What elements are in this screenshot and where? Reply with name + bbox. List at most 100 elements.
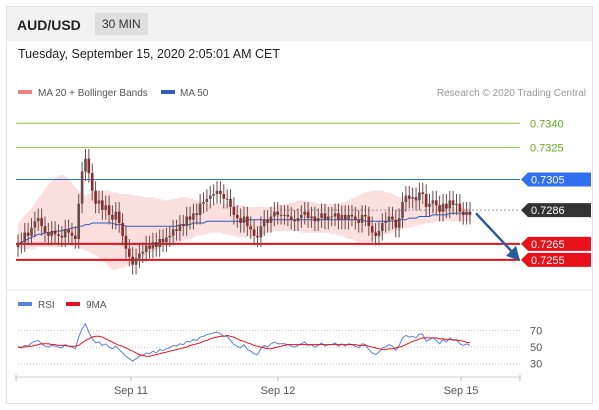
- candle-body: [320, 213, 323, 219]
- candle-body: [124, 235, 128, 249]
- candle-body: [357, 219, 360, 223]
- candle-body: [465, 211, 468, 215]
- candle-body: [161, 239, 165, 243]
- candle-body: [468, 211, 472, 215]
- candle-body: [286, 214, 290, 217]
- candle-body: [155, 242, 158, 247]
- rsi-series-RSI: [17, 322, 471, 362]
- level-tag-0.7286: [521, 203, 591, 218]
- projection-arrowhead: [506, 245, 520, 261]
- level-tag-0.7265: [521, 236, 591, 251]
- candle-body: [36, 218, 40, 222]
- candle-body: [259, 226, 263, 238]
- ma50-legend-swatch: [161, 90, 175, 94]
- candle-body: [266, 219, 269, 223]
- candle-body: [60, 235, 64, 238]
- candle-body: [16, 243, 20, 248]
- candle-body: [431, 200, 435, 204]
- candle-body: [364, 214, 367, 217]
- projection-arrow: [475, 212, 520, 261]
- candle-body: [57, 234, 60, 236]
- timestamp: Tuesday, September 15, 2020 2:05:01 AM C…: [18, 47, 280, 61]
- candle-body: [77, 203, 80, 240]
- candle-body: [330, 216, 333, 218]
- ma50-legend-label: MA 50: [180, 88, 209, 99]
- candle-body: [205, 198, 209, 202]
- candle-body: [327, 216, 330, 220]
- candle-body: [236, 214, 239, 219]
- candle-body: [165, 237, 168, 243]
- candle-body: [26, 232, 30, 236]
- candle-body: [384, 221, 387, 223]
- candle-body: [340, 214, 344, 220]
- ma9-legend-label: 9MA: [86, 300, 107, 311]
- candle-body: [182, 224, 185, 227]
- level-label-0.7325: 0.7325: [530, 142, 564, 154]
- candle-body: [458, 203, 462, 212]
- candle-body: [222, 194, 226, 199]
- candle-body: [401, 202, 404, 219]
- candle-body: [90, 173, 94, 191]
- candle-body: [178, 224, 182, 231]
- level-label-0.7305: 0.7305: [531, 175, 565, 187]
- candle-body: [448, 200, 452, 209]
- candles: [16, 149, 472, 275]
- candle-body: [397, 218, 401, 228]
- candle-body: [202, 202, 205, 204]
- candle-body: [74, 235, 77, 239]
- candle-body: [242, 216, 246, 223]
- time-label: Sep 15: [444, 385, 479, 397]
- candle-body: [411, 197, 414, 199]
- candle-body: [374, 232, 377, 236]
- candle-body: [232, 206, 236, 215]
- candle-body: [391, 216, 394, 220]
- candle-body: [195, 213, 199, 215]
- candle-body: [20, 242, 23, 244]
- timeframe-badge[interactable]: 30 MIN: [95, 13, 148, 35]
- candle-body: [97, 200, 101, 204]
- candle-body: [239, 218, 242, 223]
- candle-body: [107, 205, 111, 215]
- candle-body: [404, 195, 408, 202]
- candle-body: [94, 190, 97, 204]
- candle-body: [377, 231, 381, 236]
- rsi-tick-30: 30: [530, 359, 542, 371]
- rsi-legend-label: RSI: [38, 300, 55, 311]
- candle-body: [30, 227, 33, 236]
- candle-body: [138, 253, 141, 259]
- candle-body: [293, 219, 296, 222]
- bollinger-legend-swatch: [18, 90, 32, 94]
- candle-body: [256, 235, 259, 238]
- candle-body: [104, 205, 107, 211]
- rsi-tick-50: 50: [530, 342, 542, 354]
- candle-body: [249, 226, 252, 230]
- candle-body: [117, 211, 121, 223]
- candle-body: [171, 229, 175, 236]
- candle-body: [175, 229, 178, 231]
- candle-body: [188, 216, 192, 220]
- candle-body: [269, 216, 273, 223]
- candle-body: [185, 216, 188, 227]
- candle-body: [229, 198, 232, 207]
- candle-body: [445, 203, 448, 209]
- candle-body: [418, 192, 421, 201]
- candle-body: [84, 158, 87, 172]
- candle-body: [70, 232, 74, 236]
- chart-header: AUD/USD 30 MIN: [7, 7, 592, 41]
- candle-body: [387, 216, 391, 222]
- candle-body: [283, 214, 286, 216]
- candle-body: [279, 214, 283, 216]
- rsi-panel: 70 50 30: [17, 322, 542, 371]
- level-label-0.7286: 0.7286: [531, 205, 565, 217]
- candle-body: [455, 203, 458, 206]
- candle-body: [101, 200, 104, 210]
- candle-body: [347, 214, 350, 220]
- candle-body: [408, 195, 411, 199]
- research-credit: Research © 2020 Trading Central: [437, 88, 586, 99]
- candle-body: [50, 231, 53, 236]
- candle-body: [310, 216, 313, 219]
- candle-body: [67, 229, 70, 233]
- candle-body: [141, 251, 145, 254]
- level-tag-0.7305: [521, 172, 591, 187]
- ma9-legend-swatch: [66, 302, 80, 306]
